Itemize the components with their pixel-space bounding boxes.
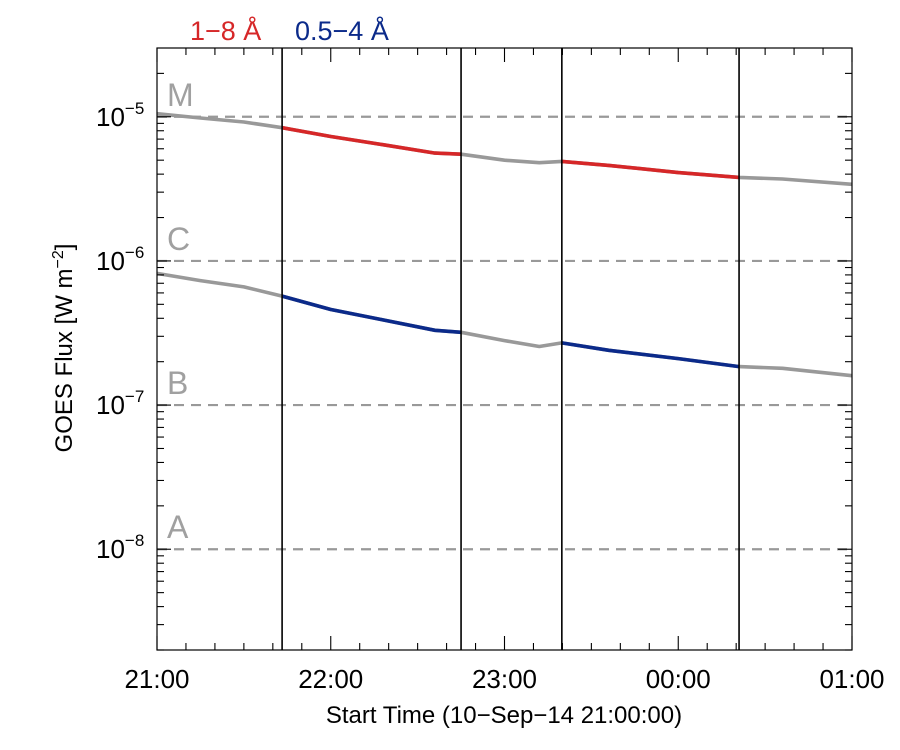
legend: 1−8 Å 0.5−4 Å [190, 15, 389, 46]
series-1-base-line [156, 271, 853, 378]
class-label-A: A [167, 509, 189, 545]
y-tick-label: 10−5 [96, 99, 144, 132]
x-axis-label: Start Time (10−Sep−14 21:00:00) [326, 702, 682, 729]
series-0-base-line [156, 111, 853, 187]
y-tick-label: 10−6 [96, 243, 144, 276]
class-level-labels: A B C M [167, 77, 194, 545]
y-tick-label-exponent: −6 [125, 243, 144, 262]
legend-entry-1: 0.5−4 Å [295, 15, 389, 46]
y-tick-labels: 10−810−710−610−5 [96, 99, 144, 564]
x-tick-label: 01:00 [819, 664, 884, 694]
y-tick-label-base: 10 [96, 102, 125, 132]
y-tick-label-base: 10 [96, 390, 125, 420]
interval-markers [281, 48, 740, 650]
y-axis-label-exponent: −2 [50, 250, 67, 268]
base-curves [156, 111, 853, 378]
series-0-highlight-0 [281, 125, 462, 156]
y-axis-label-main: GOES Flux [W m [51, 268, 78, 452]
plot-frame [156, 47, 853, 651]
y-axis-label: GOES Flux [W m−2] [50, 244, 78, 453]
class-level-lines [157, 115, 852, 551]
x-tick-label: 23:00 [472, 664, 537, 694]
x-tick-label: 22:00 [298, 664, 363, 694]
class-label-M: M [167, 77, 194, 113]
series-0-highlight-1 [561, 159, 740, 180]
series-1-highlight-1 [561, 341, 740, 369]
y-tick-label-exponent: −7 [125, 387, 144, 406]
y-tick-label-exponent: −8 [125, 531, 144, 550]
y-tick-label: 10−8 [96, 531, 144, 564]
y-tick-label-exponent: −5 [125, 99, 144, 118]
x-tick-labels: 21:00 22:00 23:00 00:00 01:00 [124, 664, 884, 694]
class-label-C: C [167, 221, 190, 257]
y-tick-label-base: 10 [96, 534, 125, 564]
legend-entry-0: 1−8 Å [190, 15, 261, 46]
x-tick-label: 00:00 [646, 664, 711, 694]
x-tick-label: 21:00 [124, 664, 189, 694]
y-tick-label: 10−7 [96, 387, 144, 420]
series-1-highlight-0 [281, 294, 462, 335]
y-axis-label-close: ] [51, 244, 78, 251]
y-tick-label-base: 10 [96, 246, 125, 276]
highlight-curves [281, 125, 740, 369]
class-label-B: B [167, 365, 188, 401]
axis-ticks [156, 48, 853, 651]
